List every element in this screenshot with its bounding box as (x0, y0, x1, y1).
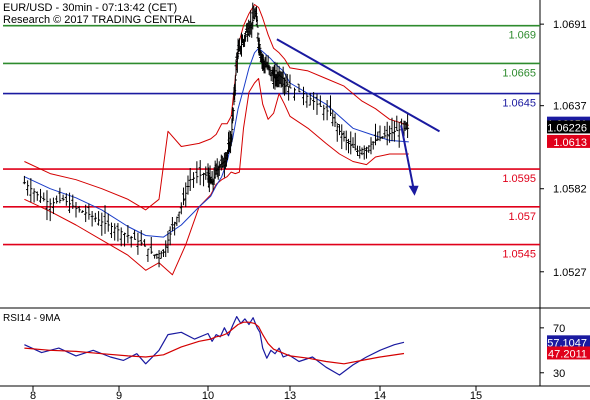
series-moving_average (24, 47, 409, 238)
rsi-tag-label-47.2011: 47.2011 (548, 348, 587, 360)
x-tick-label-14: 14 (374, 390, 386, 400)
rsi-panel-title: RSI14 - 9MA (3, 313, 61, 324)
y-tick-label-1.0637: 1.0637 (553, 101, 587, 113)
rsi-y-tick-label-30: 30 (553, 368, 565, 380)
rsi-tag-label-57.1047: 57.1047 (547, 337, 587, 349)
level-label-1.0645: 1.0645 (502, 98, 536, 110)
level-label-1.0545: 1.0545 (502, 249, 536, 261)
forecast-arrow-head (408, 185, 419, 196)
price-tag-current (547, 120, 590, 134)
series-bollinger_lower (24, 78, 409, 276)
resistance-trendline (276, 38, 441, 133)
y-tick-label-1.0691: 1.0691 (553, 19, 587, 31)
y-tick-label-1.0582: 1.0582 (553, 184, 587, 196)
series-rsi14 (24, 316, 405, 376)
level-label-1.0665: 1.0665 (502, 67, 536, 79)
level-label-1.057: 1.057 (508, 211, 536, 223)
x-tick-label-10: 10 (202, 390, 214, 400)
x-tick-label-13: 13 (284, 390, 296, 400)
x-tick-label-9: 9 (116, 390, 122, 400)
price-tag-label-1.0613: 1.0613 (553, 137, 587, 149)
x-tick-label-8: 8 (30, 390, 36, 400)
series-ma9 (24, 321, 405, 365)
rsi-tag-lower (547, 346, 590, 360)
price-bars (22, 2, 410, 268)
price-tag-label-1.06226: 1.06226 (547, 122, 587, 134)
rsi-tag-current (547, 335, 590, 349)
forecast-arrow-shaft (400, 125, 415, 189)
x-tick-label-15: 15 (470, 390, 482, 400)
level-label-1.069: 1.069 (508, 30, 536, 42)
chart-header-line1: EUR/USD - 30min - 07:13:42 (CET) (3, 2, 178, 14)
price-tag-lower (547, 134, 590, 148)
level-label-1.0595: 1.0595 (502, 173, 536, 185)
y-tick-label-1.0527: 1.0527 (553, 267, 587, 279)
series-bollinger_upper (24, 4, 409, 211)
rsi-y-tick-label-70: 70 (553, 323, 565, 335)
chart-header-line2: Research © 2017 TRADING CENTRAL (3, 14, 196, 26)
